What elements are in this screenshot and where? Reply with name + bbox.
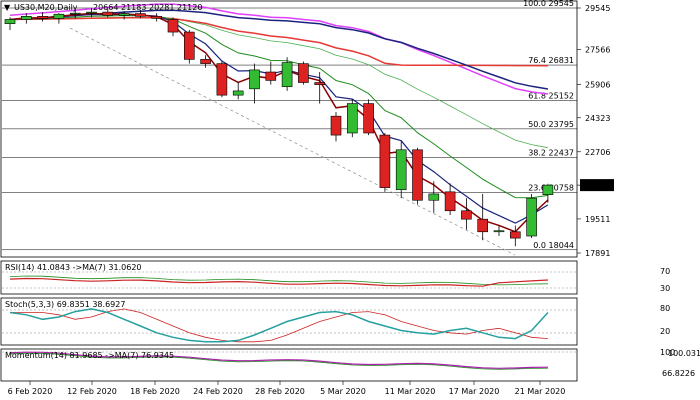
stoch-axis-80: 80 [660, 304, 670, 313]
momentum-panel[interactable] [0, 348, 578, 382]
candle-body [412, 149, 423, 201]
momentum-line [9, 351, 548, 369]
price-axis-label: 25906 [585, 81, 610, 90]
trendline [69, 27, 516, 256]
time-axis-label: 24 Feb 2020 [193, 387, 243, 396]
time-axis: 6 Feb 2020 12 Feb 2020 18 Feb 2020 24 Feb 2… [8, 381, 566, 396]
price-axis-label: 22706 [585, 148, 610, 157]
time-axis-label: 21 Mar 2020 [515, 387, 566, 396]
time-axis-label: 5 Mar 2020 [320, 387, 366, 396]
candle-body [363, 103, 374, 134]
candle-body [379, 134, 391, 188]
rsi-ma-line [9, 275, 548, 286]
candle-body [102, 11, 114, 16]
ma-blue-fast-line [9, 13, 549, 224]
chart-symbol: US30,M20,Daily [14, 3, 78, 12]
chart-ohlc: 20664 21183 20281 21120 [93, 3, 202, 12]
candle-body [526, 197, 537, 237]
price-axis: 29545 27566 25906 24323 22706 21120 19511 17891 [577, 4, 614, 258]
current-price-box [580, 179, 614, 192]
fib-label: 76.4 26831 [528, 56, 574, 65]
price-axis-label: 17891 [585, 249, 610, 258]
candle-body [135, 13, 146, 17]
candle-body [232, 90, 244, 96]
candle-body [477, 218, 489, 233]
candlesticks [4, 8, 554, 247]
momentum-axis-100: 100 [660, 348, 675, 357]
price-axis-label: 27566 [585, 46, 610, 55]
ma-red-line [9, 16, 548, 67]
candle-body [346, 103, 358, 134]
price-axis-label: 24323 [585, 114, 610, 123]
chart-menu-arrow-icon[interactable]: ▼ [4, 3, 11, 12]
dashed-trendline [69, 27, 516, 256]
momentum-axis-low: 66.8226 [662, 369, 695, 378]
time-axis-label: 11 Mar 2020 [385, 387, 436, 396]
fib-label: 61.8 25152 [528, 91, 574, 100]
fib-label: 50.0 23795 [528, 120, 574, 129]
candle-body [542, 184, 554, 196]
time-axis-label: 12 Feb 2020 [67, 387, 117, 396]
fib-label: 0.0 18044 [533, 241, 574, 250]
candle-body [216, 63, 228, 96]
candle-body [249, 69, 260, 90]
fib-label: 38.2 22437 [528, 148, 574, 157]
indicators [2, 271, 577, 370]
stoch-axis-20: 20 [660, 327, 670, 336]
candle-body [330, 115, 342, 136]
ma-fast-line [9, 12, 549, 233]
time-axis-label: 17 Mar 2020 [449, 387, 500, 396]
momentum-ma-line [9, 352, 548, 370]
candle-body [69, 12, 81, 15]
momentum-label: Momentum(14) 81.9685 ->MA(7) 76.9345 [5, 351, 174, 360]
stoch-signal-line [10, 308, 548, 343]
candle-body [118, 13, 130, 16]
price-axis-label: 29545 [585, 4, 610, 13]
current-price-label: 21120 [583, 181, 608, 190]
candle-body [314, 82, 326, 85]
candle-body [428, 193, 440, 201]
candle-body [4, 19, 16, 24]
candle-body [509, 231, 521, 239]
candle-body [281, 62, 293, 88]
ma-green-line [9, 15, 548, 199]
stoch-main-line [9, 308, 549, 343]
time-axis-label: 28 Feb 2020 [255, 387, 305, 396]
rsi-axis-30: 30 [660, 284, 670, 293]
candle-body [151, 16, 162, 19]
rsi-label: RSI(14) 41.0843 ->MA(7) 31.0620 [5, 263, 142, 272]
candle-body [167, 19, 179, 33]
price-axis-label: 19511 [585, 215, 610, 224]
candle-body [200, 59, 211, 64]
rsi-axis-70: 70 [660, 267, 670, 276]
candle-body [53, 13, 65, 19]
candle-body [298, 63, 309, 83]
time-axis-label: 6 Feb 2020 [8, 387, 53, 396]
candle-body [86, 11, 97, 14]
candle-body [493, 230, 505, 233]
candle-body [20, 16, 32, 20]
rsi-line [9, 277, 548, 287]
time-axis-label: 18 Feb 2020 [130, 387, 180, 396]
candle-body [265, 71, 277, 81]
rsi-panel[interactable] [0, 260, 578, 295]
candle-body [184, 31, 195, 60]
candle-body [395, 149, 407, 191]
candle-body [37, 16, 48, 19]
fib-label: 100.0 29545 [523, 0, 574, 8]
candle-body [444, 191, 456, 212]
candle-body [461, 210, 472, 220]
stoch-label: Stoch(5,3,3) 69.8351 38.6927 [5, 300, 125, 309]
momentum-axis-top: 100.0319 [668, 349, 700, 358]
moving-averages [9, 3, 549, 233]
